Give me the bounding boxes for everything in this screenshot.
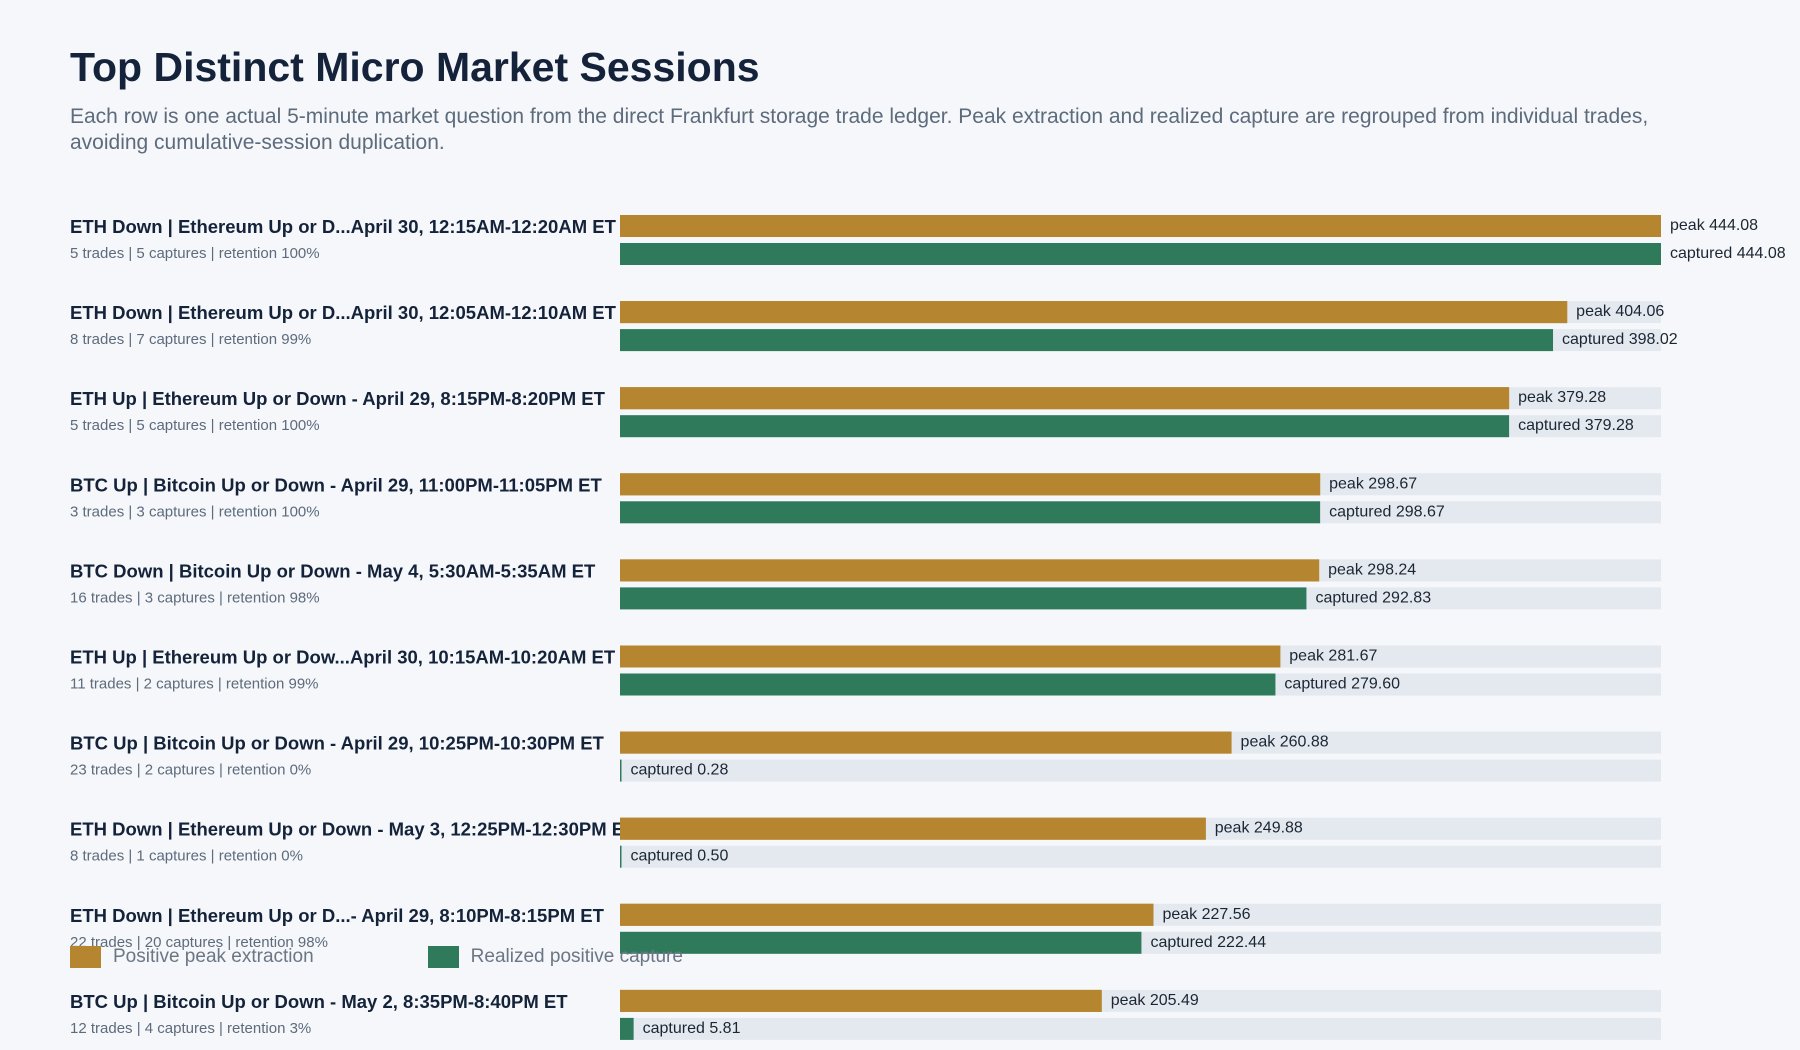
legend-label-peak: Positive peak extraction	[113, 946, 314, 967]
captured-bar	[620, 501, 1321, 524]
peak-value-label: peak 249.88	[1215, 820, 1303, 837]
row-meta: 3 trades | 3 captures | retention 100%	[70, 503, 320, 520]
captured-value-label: captured 0.50	[631, 848, 729, 865]
row-meta: 16 trades | 3 captures | retention 98%	[70, 589, 320, 606]
peak-bar-overlay	[620, 817, 1206, 840]
captured-bar	[620, 415, 1510, 438]
captured-bar	[620, 1017, 634, 1040]
row-label: ETH Down | Ethereum Up or D...- April 29…	[70, 905, 605, 926]
row-meta: 12 trades | 4 captures | retention 3%	[70, 1020, 311, 1037]
captured-bar	[620, 845, 622, 868]
page-subtitle: Each row is one actual 5-minute market q…	[70, 105, 1649, 154]
peak-value-label: peak 205.49	[1111, 992, 1199, 1009]
row-label: ETH Down | Ethereum Up or Down - May 3, …	[70, 819, 636, 840]
peak-bar-overlay	[620, 387, 1510, 410]
row-meta: 5 trades | 5 captures | retention 100%	[70, 245, 320, 262]
captured-value-label: captured 379.28	[1518, 417, 1634, 434]
captured-value-label: captured 298.67	[1329, 503, 1445, 520]
peak-bar-overlay	[620, 559, 1320, 582]
peak-bar-overlay	[620, 645, 1281, 668]
row-meta: 8 trades | 1 captures | retention 0%	[70, 848, 303, 865]
peak-value-label: peak 298.24	[1328, 561, 1416, 578]
bar-track	[620, 1017, 1661, 1040]
row-label: BTC Down | Bitcoin Up or Down - May 4, 5…	[70, 560, 596, 581]
row-meta: 5 trades | 5 captures | retention 100%	[70, 417, 320, 434]
peak-bar-overlay	[620, 903, 1154, 926]
row-meta: 11 trades | 2 captures | retention 99%	[70, 676, 319, 693]
peak-bar-overlay	[620, 731, 1232, 754]
captured-value-label: captured 0.28	[631, 762, 729, 779]
bar-track	[620, 759, 1661, 782]
peak-value-label: peak 379.28	[1518, 389, 1606, 406]
peak-value-label: peak 260.88	[1241, 734, 1329, 751]
page-title: Top Distinct Micro Market Sessions	[70, 44, 760, 90]
legend-label-captured: Realized positive capture	[470, 946, 683, 967]
captured-bar	[620, 759, 622, 782]
row-meta: 8 trades | 7 captures | retention 99%	[70, 331, 311, 348]
peak-value-label: peak 298.67	[1329, 475, 1417, 492]
peak-bar-overlay	[620, 301, 1568, 324]
row-label: BTC Up | Bitcoin Up or Down - April 29, …	[70, 474, 603, 495]
row-label: ETH Up | Ethereum Up or Dow...April 30, …	[70, 647, 616, 668]
captured-bar	[620, 673, 1276, 696]
legend-swatch-peak	[70, 946, 101, 968]
row-label: ETH Down | Ethereum Up or D...April 30, …	[70, 216, 617, 237]
captured-value-label: captured 279.60	[1284, 676, 1400, 693]
row-label: ETH Up | Ethereum Up or Down - April 29,…	[70, 388, 606, 409]
row-label: BTC Up | Bitcoin Up or Down - April 29, …	[70, 733, 605, 754]
peak-bar-overlay	[620, 473, 1321, 496]
peak-value-label: peak 404.06	[1576, 303, 1664, 320]
peak-bar-overlay	[620, 989, 1102, 1012]
captured-value-label: captured 222.44	[1150, 934, 1266, 951]
captured-bar	[620, 587, 1307, 610]
row-label: ETH Down | Ethereum Up or D...April 30, …	[70, 302, 617, 323]
peak-value-label: peak 281.67	[1289, 648, 1377, 665]
row-meta: 23 trades | 2 captures | retention 0%	[70, 762, 311, 779]
row-meta: 22 trades | 20 captures | retention 98%	[70, 934, 328, 951]
peak-bar-overlay	[620, 215, 1661, 237]
legend-item-peak: Positive peak extraction	[70, 946, 314, 968]
captured-bar	[620, 243, 1661, 265]
chart-legend: Positive peak extraction Realized positi…	[70, 945, 797, 969]
captured-value-label: captured 292.83	[1315, 589, 1431, 606]
captured-value-label: captured 444.08	[1670, 245, 1786, 262]
peak-value-label: peak 444.08	[1670, 217, 1758, 234]
legend-item-captured: Realized positive capture	[427, 946, 683, 968]
captured-value-label: captured 398.02	[1562, 331, 1678, 348]
row-label: BTC Up | Bitcoin Up or Down - May 2, 8:3…	[70, 991, 568, 1012]
bar-track	[620, 845, 1661, 868]
captured-value-label: captured 5.81	[643, 1020, 741, 1037]
peak-value-label: peak 227.56	[1162, 906, 1250, 923]
captured-bar	[620, 329, 1554, 352]
captured-bar	[620, 931, 1142, 954]
legend-swatch-captured	[427, 946, 459, 968]
